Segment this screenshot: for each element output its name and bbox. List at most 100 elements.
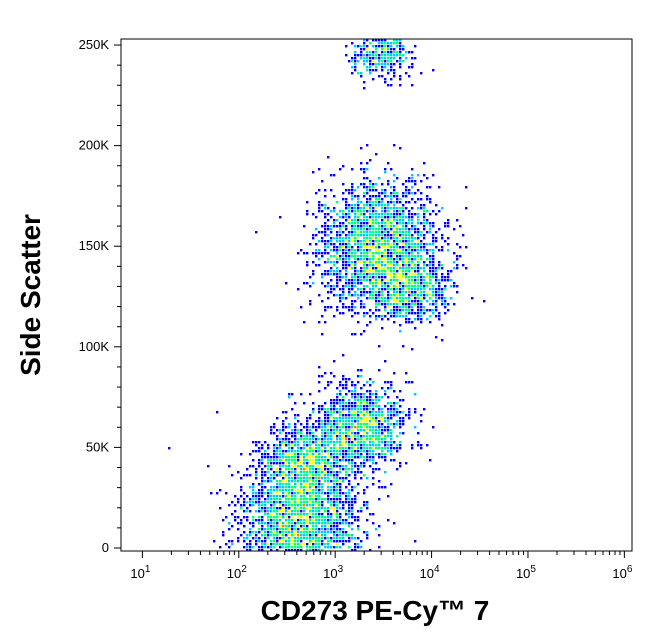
data-point — [234, 510, 237, 513]
data-point — [306, 522, 309, 525]
data-point — [387, 60, 390, 63]
data-point — [357, 288, 360, 291]
data-point — [318, 204, 321, 207]
data-point — [393, 204, 396, 207]
data-point — [375, 228, 378, 231]
data-point — [354, 312, 357, 315]
data-point — [333, 480, 336, 483]
data-point — [282, 510, 285, 513]
data-point — [366, 66, 369, 69]
data-point — [288, 465, 291, 468]
data-point — [246, 534, 249, 537]
data-point — [279, 504, 282, 507]
data-point — [291, 519, 294, 522]
data-point — [324, 228, 327, 231]
data-point — [399, 258, 402, 261]
data-point — [363, 216, 366, 219]
data-point — [366, 531, 369, 534]
data-point — [285, 537, 288, 540]
data-point — [288, 519, 291, 522]
data-point — [402, 207, 405, 210]
data-point — [387, 423, 390, 426]
data-point — [300, 465, 303, 468]
data-point — [240, 534, 243, 537]
data-point — [273, 516, 276, 519]
data-point — [339, 399, 342, 402]
data-point — [312, 543, 315, 546]
data-point — [408, 51, 411, 54]
data-point — [336, 231, 339, 234]
data-point — [285, 468, 288, 471]
data-point — [342, 312, 345, 315]
data-point — [345, 492, 348, 495]
data-point — [333, 423, 336, 426]
data-point — [261, 474, 264, 477]
data-point — [348, 414, 351, 417]
data-point — [369, 411, 372, 414]
data-point — [327, 408, 330, 411]
data-point — [411, 312, 414, 315]
data-point — [369, 204, 372, 207]
data-point — [417, 297, 420, 300]
data-point — [351, 183, 354, 186]
data-point — [363, 225, 366, 228]
data-point — [390, 243, 393, 246]
data-point — [399, 66, 402, 69]
data-point — [393, 276, 396, 279]
data-point — [429, 294, 432, 297]
data-point — [417, 285, 420, 288]
data-point — [336, 402, 339, 405]
data-point — [369, 378, 372, 381]
data-point — [270, 462, 273, 465]
data-point — [315, 420, 318, 423]
data-point — [375, 195, 378, 198]
data-point — [396, 207, 399, 210]
data-point — [288, 426, 291, 429]
data-point — [402, 270, 405, 273]
data-point — [372, 513, 375, 516]
data-point — [363, 276, 366, 279]
data-point — [363, 249, 366, 252]
data-point — [378, 369, 381, 372]
data-point — [411, 225, 414, 228]
data-point — [282, 411, 285, 414]
data-point — [363, 414, 366, 417]
data-point — [396, 270, 399, 273]
data-point — [330, 429, 333, 432]
data-point — [273, 528, 276, 531]
data-point — [255, 537, 258, 540]
data-point — [366, 54, 369, 57]
data-point — [381, 432, 384, 435]
data-point — [306, 420, 309, 423]
data-point — [384, 45, 387, 48]
data-point — [378, 444, 381, 447]
data-point — [288, 438, 291, 441]
data-point — [399, 285, 402, 288]
data-point — [312, 423, 315, 426]
data-point — [297, 528, 300, 531]
data-point — [369, 249, 372, 252]
data-point — [381, 414, 384, 417]
data-point — [345, 429, 348, 432]
data-point — [402, 60, 405, 63]
data-point — [333, 360, 336, 363]
data-point — [441, 273, 444, 276]
data-point — [453, 282, 456, 285]
data-point — [345, 393, 348, 396]
data-point — [342, 408, 345, 411]
data-point — [300, 519, 303, 522]
data-point — [429, 273, 432, 276]
data-point — [264, 471, 267, 474]
data-point — [405, 255, 408, 258]
data-point — [426, 243, 429, 246]
data-point — [384, 48, 387, 51]
data-point — [375, 405, 378, 408]
data-point — [342, 240, 345, 243]
data-point — [327, 474, 330, 477]
data-point — [372, 246, 375, 249]
data-point — [408, 228, 411, 231]
data-point — [264, 528, 267, 531]
data-point — [255, 510, 258, 513]
data-point — [423, 261, 426, 264]
data-point — [294, 504, 297, 507]
